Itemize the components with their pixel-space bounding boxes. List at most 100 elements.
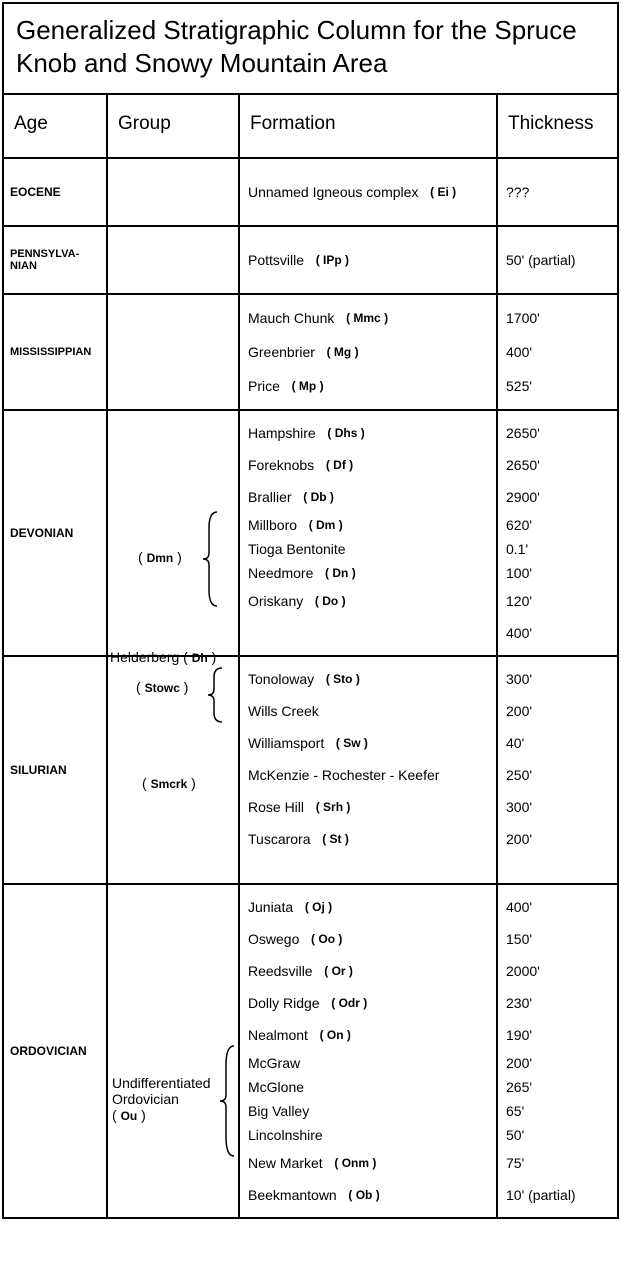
- thickness-value: 620': [506, 513, 608, 537]
- thickness-cell: 400'150'2000'230'190'200'265'65'50'75'10…: [498, 885, 616, 1217]
- formation-line: Dolly Ridge ( Odr ): [248, 987, 488, 1019]
- thickness-cell: 50' (partial): [498, 227, 616, 293]
- formation-line: Williamsport ( Sw ): [248, 727, 488, 759]
- thickness-value: 65': [506, 1099, 608, 1123]
- formation-symbol: ( Db ): [303, 490, 334, 504]
- formation-name: Tioga Bentonite: [248, 541, 346, 557]
- age-cell: ORDOVICIAN: [4, 885, 108, 1217]
- formation-symbol: ( Sw ): [336, 736, 368, 750]
- formation-line: Tioga Bentonite: [248, 537, 488, 561]
- formation-line: Price ( Mp ): [248, 369, 488, 403]
- formation-name: Greenbrier: [248, 344, 315, 360]
- header-formation: Formation: [240, 95, 498, 157]
- header-group: Group: [108, 95, 240, 157]
- formation-cell: Unnamed Igneous complex ( Ei ): [240, 159, 498, 225]
- formation-line: Wills Creek: [248, 695, 488, 727]
- formation-symbol: ( St ): [322, 832, 349, 846]
- formation-line: Oswego ( Oo ): [248, 923, 488, 955]
- thickness-value: 230': [506, 987, 608, 1019]
- stratigraphic-table: Generalized Stratigraphic Column for the…: [2, 2, 619, 1219]
- formation-line: Mauch Chunk ( Mmc ): [248, 301, 488, 335]
- formation-line: Unnamed Igneous complex ( Ei ): [248, 175, 488, 209]
- formation-name: Big Valley: [248, 1103, 309, 1119]
- group-label: Undifferentiated Ordovician( Ou ): [112, 1075, 222, 1123]
- formation-name: Hampshire: [248, 425, 316, 441]
- formation-name: Pottsville: [248, 252, 304, 268]
- thickness-value: 40': [506, 727, 608, 759]
- formation-symbol: ( Mmc ): [346, 311, 388, 325]
- formation-line: Reedsville ( Or ): [248, 955, 488, 987]
- formation-cell: Pottsville ( IPp ): [240, 227, 498, 293]
- thickness-value: 10' (partial): [506, 1179, 608, 1211]
- thickness-cell: 1700'400'525': [498, 295, 616, 409]
- thickness-value: 525': [506, 369, 608, 403]
- group-label: ( Dmn ): [138, 549, 182, 565]
- formation-name: Needmore: [248, 565, 313, 581]
- formation-name: New Market: [248, 1155, 323, 1171]
- formation-cell: Tonoloway ( Sto )Wills CreekWilliamsport…: [240, 657, 498, 883]
- age-cell: MISSISSIPPIAN: [4, 295, 108, 409]
- group-cell: ( Stowc ) ( Smcrk ): [108, 657, 240, 883]
- formation-name: Millboro: [248, 517, 297, 533]
- thickness-value: 400': [506, 891, 608, 923]
- formation-line: Oriskany ( Do ): [248, 585, 488, 617]
- thickness-value: 50' (partial): [506, 243, 608, 277]
- age-cell: PENNSYLVA-NIAN: [4, 227, 108, 293]
- formation-line: Lincolnshire: [248, 1123, 488, 1147]
- formation-symbol: ( Dhs ): [327, 426, 364, 440]
- formation-cell: Mauch Chunk ( Mmc )Greenbrier ( Mg )Pric…: [240, 295, 498, 409]
- thickness-value: 2900': [506, 481, 608, 513]
- thickness-value: 300': [506, 791, 608, 823]
- formation-name: Tonoloway: [248, 671, 314, 687]
- formation-name: Rose Hill: [248, 799, 304, 815]
- formation-line: Nealmont ( On ): [248, 1019, 488, 1051]
- formation-name: Nealmont: [248, 1027, 308, 1043]
- thickness-value: 120': [506, 585, 608, 617]
- thickness-value: 400': [506, 617, 608, 649]
- formation-name: McGlone: [248, 1079, 304, 1095]
- formation-line: McGraw: [248, 1051, 488, 1075]
- formation-line: Beekmantown ( Ob ): [248, 1179, 488, 1211]
- thickness-value: ???: [506, 175, 608, 209]
- table-row: ORDOVICIANUndifferentiated Ordovician( O…: [4, 885, 617, 1217]
- formation-symbol: ( Mg ): [327, 345, 359, 359]
- table-row: DEVONIAN( Dmn ) Helderberg ( Dh )Hampshi…: [4, 411, 617, 657]
- formation-name: Williamsport: [248, 735, 324, 751]
- formation-symbol: ( Onm ): [334, 1156, 376, 1170]
- group-cell: ( Dmn ) Helderberg ( Dh ): [108, 411, 240, 655]
- formation-symbol: ( On ): [320, 1028, 351, 1042]
- formation-line: Foreknobs ( Df ): [248, 449, 488, 481]
- group-cell: [108, 159, 240, 225]
- header-thickness: Thickness: [498, 95, 616, 157]
- page-title: Generalized Stratigraphic Column for the…: [4, 4, 617, 95]
- thickness-value: 75': [506, 1147, 608, 1179]
- thickness-value: 100': [506, 561, 608, 585]
- formation-symbol: ( Df ): [326, 458, 353, 472]
- formation-line: Greenbrier ( Mg ): [248, 335, 488, 369]
- thickness-cell: ???: [498, 159, 616, 225]
- formation-line: Tonoloway ( Sto ): [248, 663, 488, 695]
- formation-line: New Market ( Onm ): [248, 1147, 488, 1179]
- formation-name: McKenzie - Rochester - Keefer: [248, 767, 439, 783]
- thickness-value: 200': [506, 823, 608, 855]
- thickness-value: 1700': [506, 301, 608, 335]
- formation-line: Rose Hill ( Srh ): [248, 791, 488, 823]
- formation-symbol: ( Ei ): [430, 185, 456, 199]
- formation-symbol: ( Sto ): [326, 672, 360, 686]
- formation-name: Brallier: [248, 489, 292, 505]
- thickness-value: 190': [506, 1019, 608, 1051]
- thickness-value: 200': [506, 695, 608, 727]
- formation-symbol: ( Oj ): [305, 900, 332, 914]
- formation-name: McGraw: [248, 1055, 300, 1071]
- table-row: MISSISSIPPIANMauch Chunk ( Mmc )Greenbri…: [4, 295, 617, 411]
- formation-name: Unnamed Igneous complex: [248, 184, 418, 200]
- formation-line: McKenzie - Rochester - Keefer: [248, 759, 488, 791]
- brace-icon: [220, 1045, 240, 1157]
- formation-line: McGlone: [248, 1075, 488, 1099]
- brace-icon: [208, 667, 228, 723]
- formation-line: Big Valley: [248, 1099, 488, 1123]
- formation-symbol: ( Dn ): [325, 566, 356, 580]
- formation-symbol: ( Odr ): [331, 996, 367, 1010]
- formation-cell: Juniata ( Oj )Oswego ( Oo )Reedsville ( …: [240, 885, 498, 1217]
- table-row: PENNSYLVA-NIAN Pottsville ( IPp )50' (par…: [4, 227, 617, 295]
